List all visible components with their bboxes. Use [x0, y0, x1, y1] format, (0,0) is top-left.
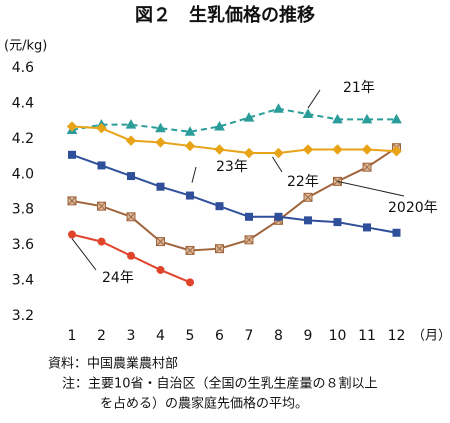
point-cross: [362, 162, 372, 172]
x-tick-label: 5: [186, 328, 195, 344]
point: [243, 112, 255, 122]
point: [126, 212, 136, 222]
leader-line: [71, 238, 97, 271]
point-cross: [126, 212, 136, 222]
x-tick-label: 12: [388, 328, 406, 344]
point: [156, 182, 165, 191]
point: [185, 245, 195, 255]
point: [184, 126, 196, 136]
y-axis-label: (元/kg): [4, 39, 47, 54]
point-cross: [303, 192, 313, 202]
y-tick-label: 4.2: [12, 131, 34, 147]
x-tick-label: 10: [329, 328, 347, 344]
point: [243, 147, 255, 159]
point: [96, 123, 107, 134]
point: [97, 161, 106, 170]
point-cross: [156, 237, 165, 246]
y-tick-label: 3.6: [12, 237, 34, 253]
x-tick-label: 8: [274, 328, 283, 344]
chart-title: 図２ 生乳価格の推移: [135, 4, 315, 26]
point: [68, 230, 76, 239]
point: [361, 144, 373, 155]
x-tick-label: 7: [245, 328, 254, 344]
series-line: [71, 125, 397, 155]
x-tick-label: 11: [358, 328, 376, 344]
point: [125, 119, 137, 129]
point: [361, 113, 373, 124]
note: 注：主要10省・自治区（全国の生乳生産量の８割以上: [62, 376, 378, 392]
series-line: [71, 107, 397, 133]
y-tick-label: 4.4: [12, 95, 34, 111]
x-tick-label: 3: [127, 328, 136, 344]
point: [303, 192, 313, 202]
point: [97, 201, 106, 211]
point: [302, 108, 314, 119]
point-cross: [333, 177, 342, 186]
point: [392, 228, 401, 237]
point-cross: [67, 196, 77, 206]
y-tick-label: 4.0: [12, 166, 34, 182]
point: [391, 113, 402, 124]
x-tick-label: 9: [304, 328, 313, 344]
point-cross: [97, 201, 106, 211]
x-axis-label: （月）: [412, 329, 450, 344]
point: [332, 113, 343, 124]
leader-line: [307, 89, 321, 109]
series-label: 24年: [102, 270, 134, 286]
series-label: 21年: [343, 80, 375, 96]
point: [155, 122, 166, 133]
series-label: 23年: [216, 159, 248, 175]
point: [215, 244, 224, 254]
x-tick-label: 6: [215, 328, 224, 344]
note: 資料：中国農業農村部: [48, 356, 178, 372]
point: [391, 146, 402, 157]
point: [97, 237, 106, 246]
point: [304, 216, 312, 225]
point: [214, 144, 225, 155]
point: [274, 212, 283, 221]
leader-line: [337, 180, 405, 197]
series-label: 2020年: [388, 200, 438, 216]
point: [127, 172, 135, 181]
y-tick-label: 3.2: [12, 308, 34, 324]
series-line: [71, 146, 398, 252]
series-label: 22年: [287, 174, 319, 190]
y-tick-label: 4.6: [12, 60, 34, 76]
x-tick-label: 4: [156, 328, 165, 344]
point: [125, 135, 137, 146]
leader-line: [191, 166, 197, 183]
point: [362, 162, 372, 172]
point: [363, 223, 371, 232]
series-line: [71, 153, 397, 234]
point: [186, 191, 194, 200]
point: [273, 147, 284, 159]
point: [66, 121, 78, 132]
leader-line: [272, 156, 283, 173]
point-cross: [215, 244, 224, 254]
x-tick-label: 2: [97, 328, 106, 344]
y-tick-label: 3.8: [12, 202, 34, 218]
point-cross: [244, 235, 254, 245]
point: [67, 196, 77, 206]
point: [214, 120, 225, 131]
point: [302, 144, 314, 155]
point: [184, 140, 196, 152]
point: [127, 251, 135, 260]
point: [155, 137, 166, 148]
note: を占める）の農家庭先価格の平均。: [100, 396, 308, 412]
point: [273, 103, 284, 113]
point: [156, 237, 165, 247]
point: [68, 150, 76, 159]
point: [332, 144, 343, 155]
point: [156, 265, 165, 274]
point-cross: [185, 246, 195, 255]
point: [215, 202, 224, 211]
point: [244, 235, 254, 245]
point: [186, 278, 194, 287]
x-tick-label: 1: [68, 328, 77, 344]
point: [245, 212, 253, 221]
y-tick-label: 3.4: [12, 273, 34, 289]
point: [333, 218, 342, 227]
